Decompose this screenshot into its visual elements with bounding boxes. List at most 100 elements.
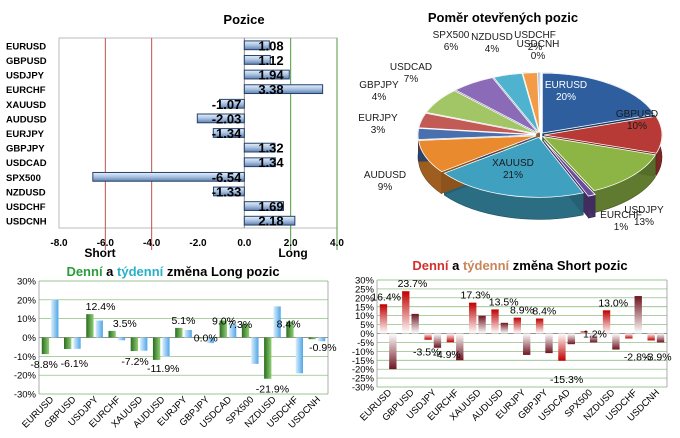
pie-slice-pct: 10%: [627, 121, 647, 132]
pie-slice-label: EURCHF: [600, 210, 642, 221]
position-bar: [219, 98, 245, 109]
pie-slice: [443, 136, 584, 198]
short-title-rest: změna Short pozic: [509, 258, 627, 273]
daily-change-bar: [625, 333, 633, 339]
pie-slice-pct: 3%: [371, 125, 386, 136]
position-bar: [243, 215, 296, 226]
position-x-tick: 0.0: [237, 238, 251, 249]
long-label: Long: [278, 246, 307, 260]
position-category-label: SPX500: [6, 173, 41, 184]
y-tick-label: -10%: [352, 347, 375, 358]
daily-change-value: -11.9%: [147, 363, 180, 375]
position-bar: [213, 186, 245, 197]
y-tick-label: -30%: [352, 383, 375, 394]
y-tick-label: 30%: [17, 277, 37, 288]
weekly-change-bar: [228, 324, 237, 338]
y-tick-label: 15%: [355, 302, 375, 313]
daily-change-bar: [491, 309, 499, 334]
position-x-tick: -6.0: [97, 238, 115, 249]
daily-change-bar: [602, 310, 611, 334]
y-tick-label: 10%: [17, 314, 37, 325]
position-value-label: 3.38: [258, 82, 283, 97]
daily-change-value: 5.1%: [172, 315, 196, 327]
y-tick-label: -25%: [352, 374, 375, 385]
weekly-change-bar: [478, 315, 486, 334]
short-label: Short: [84, 246, 115, 260]
daily-change-value: 0.0%: [194, 333, 218, 345]
weekly-change-bar: [295, 337, 303, 374]
y-tick-label: 30%: [355, 276, 375, 287]
position-bar: [243, 201, 284, 211]
position-value-label: -1.33: [212, 184, 242, 199]
position-category-label: USDCAD: [6, 158, 47, 169]
position-bar: [243, 142, 276, 153]
pie-slice-label: USDCAD: [390, 62, 432, 73]
short-change-title: Denní a týdenní změna Short pozic: [412, 258, 627, 273]
daily-change-value: 8.4%: [277, 319, 301, 331]
position-category-label: GBPJPY: [6, 144, 45, 155]
position-bar: [196, 113, 245, 124]
pie-slice: [418, 135, 537, 173]
daily-change-bar: [130, 337, 139, 352]
position-bar: [243, 69, 290, 80]
weekly-change-bar: [589, 333, 598, 343]
pie-slice: [418, 112, 537, 135]
position-bar: [212, 128, 245, 138]
daily-change-bar: [446, 333, 455, 343]
y-tick-label: 5%: [360, 320, 374, 331]
y-tick-label: 0%: [360, 329, 374, 340]
weekly-change-bar: [117, 337, 126, 341]
position-value-label: 1.69: [258, 199, 283, 214]
position-value-label: 1.12: [258, 53, 283, 68]
position-category-label: AUDUSD: [6, 114, 47, 125]
weekly-change-bar: [433, 333, 442, 348]
weekly-change-bar: [317, 337, 326, 342]
daily-change-value: 8.4%: [532, 306, 556, 318]
weekly-change-bar: [656, 333, 665, 343]
daily-change-value: -3.9%: [644, 351, 671, 363]
position-value-label: 1.94: [258, 68, 284, 83]
daily-change-bar: [402, 291, 410, 334]
position-bar: [243, 55, 271, 65]
positions-chart: Pozice EURUSD GBPUSD USDJPY EURCHF XAUUSD AUD…: [6, 12, 344, 260]
pie-slice: [541, 135, 657, 192]
short-change-chart: Denní a týdenní změna Short pozic 30%25%…: [352, 258, 672, 424]
daily-change-value: 7.3%: [228, 319, 252, 331]
daily-change-value: -4.9%: [433, 349, 460, 361]
daily-change-bar: [379, 304, 388, 334]
position-x-tick: -2.0: [189, 238, 207, 249]
daily-change-bar: [108, 330, 116, 338]
weekly-change-bar: [162, 337, 170, 357]
daily-change-value: -6.1%: [61, 358, 88, 370]
y-tick-label: 20%: [355, 293, 375, 304]
daily-change-value: 13.5%: [489, 296, 519, 308]
weekly-change-bar: [411, 313, 419, 334]
position-category-label: USDCHF: [6, 202, 46, 213]
pie-slice-pct: 7%: [404, 74, 419, 85]
y-tick-label: 20%: [17, 295, 37, 306]
position-category-label: XAUUSD: [6, 100, 46, 111]
weekly-change-bar: [251, 337, 259, 364]
daily-change-bar: [580, 331, 588, 334]
daily-change-value: 12.4%: [86, 301, 116, 313]
position-category-label: EURCHF: [6, 85, 46, 96]
daily-change-value: -3.5%: [413, 347, 440, 359]
pie-slice-label: EURUSD: [545, 80, 587, 91]
daily-change-bar: [286, 321, 294, 338]
daily-change-bar: [241, 323, 250, 338]
pie-slice-pct: 21%: [503, 170, 523, 181]
short-title-daily: Denní: [412, 258, 449, 273]
pie-slice: [425, 90, 537, 135]
position-value-label: -6.54: [212, 170, 242, 185]
weekly-change-bar: [567, 333, 575, 345]
daily-change-bar: [558, 333, 566, 361]
position-value-label: -1.34: [212, 126, 242, 141]
position-bar: [243, 84, 324, 95]
pie-title: Poměr otevřených pozic: [428, 10, 578, 25]
pie-slice-label: SPX500: [433, 30, 470, 41]
long-change-title: Denní a týdenní změna Long pozic: [66, 264, 279, 279]
daily-change-bar: [535, 318, 544, 334]
y-tick-label: -30%: [14, 390, 37, 401]
position-bar: [243, 157, 276, 168]
